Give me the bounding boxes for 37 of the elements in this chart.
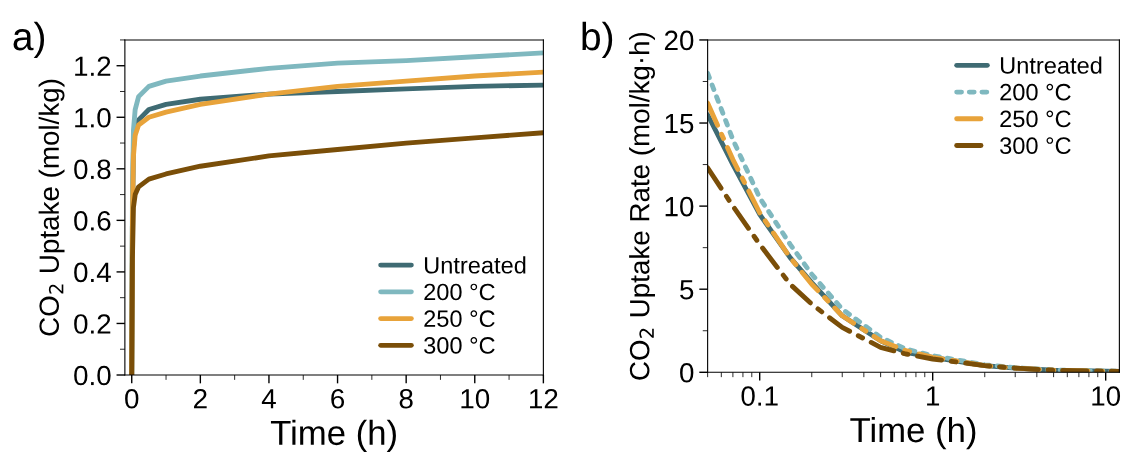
line-series bbox=[129, 130, 544, 375]
x-tick-label: 6 bbox=[331, 388, 345, 409]
legend-label: 200 °C bbox=[424, 283, 495, 301]
legend-label: 300 °C bbox=[1000, 137, 1071, 155]
y-axis-title: CO$_{2}$ Uptake Rate (mol/kg·h) bbox=[629, 32, 655, 380]
y-tick-label: 0.0 bbox=[74, 365, 111, 386]
legend-label: 250 °C bbox=[1000, 110, 1071, 128]
legend-label: Untreated bbox=[1000, 56, 1102, 74]
legend-label: 200 °C bbox=[1000, 83, 1071, 101]
x-tick-label: 1 bbox=[927, 386, 940, 406]
y-tick-label: 0.8 bbox=[74, 159, 111, 180]
y-tick-label: 0 bbox=[680, 362, 694, 383]
y-tick-label: 1.0 bbox=[75, 107, 111, 128]
chart-title: b) bbox=[582, 21, 613, 59]
legend-label: Untreated bbox=[424, 256, 526, 274]
x-tick-label: 8 bbox=[399, 388, 413, 409]
x-tick-label: 12 bbox=[530, 388, 558, 409]
y-tick-label: 10 bbox=[665, 196, 694, 217]
y-tick-label: 20 bbox=[664, 30, 694, 51]
x-tick-label: 4 bbox=[261, 389, 276, 409]
y-tick-label: 0.2 bbox=[74, 314, 111, 334]
x-tick-label: 0.1 bbox=[741, 386, 778, 406]
y-tick-label: 0.6 bbox=[74, 211, 111, 231]
x-tick-label: 0 bbox=[125, 388, 139, 409]
legend-label: 300 °C bbox=[424, 337, 495, 354]
y-tick-label: 1.2 bbox=[75, 56, 111, 76]
x-tick-label: 10 bbox=[1092, 386, 1121, 406]
y-tick-label: 0.4 bbox=[74, 262, 111, 283]
y-axis-title: CO$_{2}$ Uptake (mol/kg) bbox=[38, 79, 65, 336]
x-tick-label: 10 bbox=[461, 388, 490, 409]
x-axis-title: Time (h) bbox=[850, 416, 976, 450]
y-tick-label: 15 bbox=[665, 113, 694, 134]
y-tick-label: 5 bbox=[680, 280, 694, 300]
x-tick-label: 2 bbox=[194, 388, 207, 409]
legend-label: 250 °C bbox=[424, 310, 495, 328]
chart-title: a) bbox=[13, 21, 45, 59]
x-axis-title: Time (h) bbox=[270, 419, 396, 452]
